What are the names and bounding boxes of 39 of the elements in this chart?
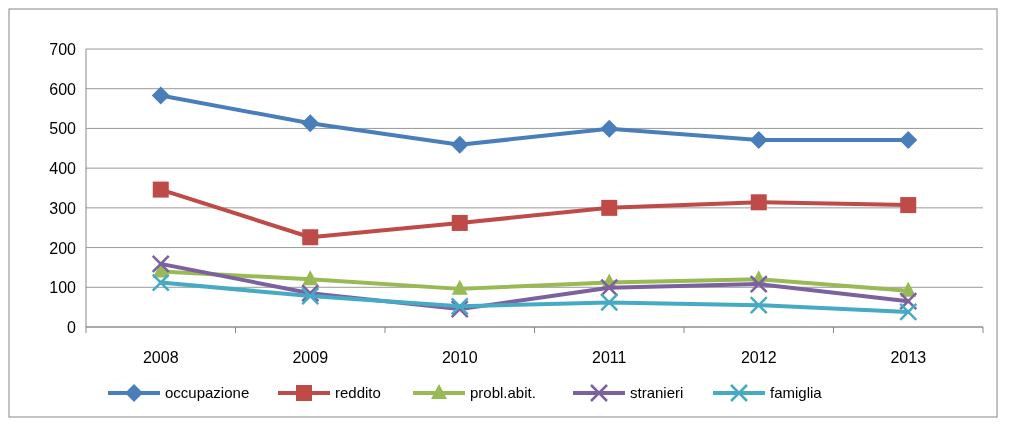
- x-tick-label: 2011: [592, 349, 627, 366]
- point: [152, 181, 169, 198]
- point: [750, 194, 767, 211]
- point: [451, 279, 468, 295]
- point: [749, 295, 768, 315]
- point: [749, 274, 768, 294]
- y-tick-label: 600: [49, 80, 77, 98]
- point: [749, 130, 768, 149]
- point: [301, 114, 320, 133]
- y-tick-label: 300: [49, 199, 77, 217]
- y-tick-label: 500: [49, 120, 77, 138]
- y-tick-label: 200: [49, 239, 77, 257]
- point: [151, 273, 170, 292]
- x-tick-label: 2010: [441, 349, 478, 366]
- legend-label: probl.abit.: [470, 384, 536, 401]
- y-tick-label: 0: [67, 319, 77, 336]
- point: [302, 270, 319, 286]
- point: [900, 197, 917, 214]
- y-tick-label: 400: [49, 160, 77, 178]
- point: [151, 86, 170, 105]
- legend-label: stranieri: [630, 384, 684, 401]
- x-tick-label: 2012: [740, 349, 777, 366]
- y-tick-label: 700: [49, 41, 77, 58]
- point: [899, 302, 918, 322]
- point: [600, 293, 619, 312]
- point: [899, 130, 918, 149]
- point: [450, 135, 469, 154]
- x-tick-label: 2009: [292, 349, 329, 366]
- point: [600, 119, 619, 138]
- point: [151, 254, 170, 274]
- point: [601, 199, 618, 216]
- y-tick-label: 100: [49, 279, 77, 297]
- legend-label: occupazione: [165, 384, 250, 401]
- x-tick-label: 2008: [142, 349, 179, 366]
- legend-label: reddito: [335, 384, 381, 401]
- point: [302, 229, 319, 246]
- x-tick-label: 2013: [890, 349, 927, 366]
- legend-label: famiglia: [770, 384, 823, 401]
- point: [451, 214, 468, 231]
